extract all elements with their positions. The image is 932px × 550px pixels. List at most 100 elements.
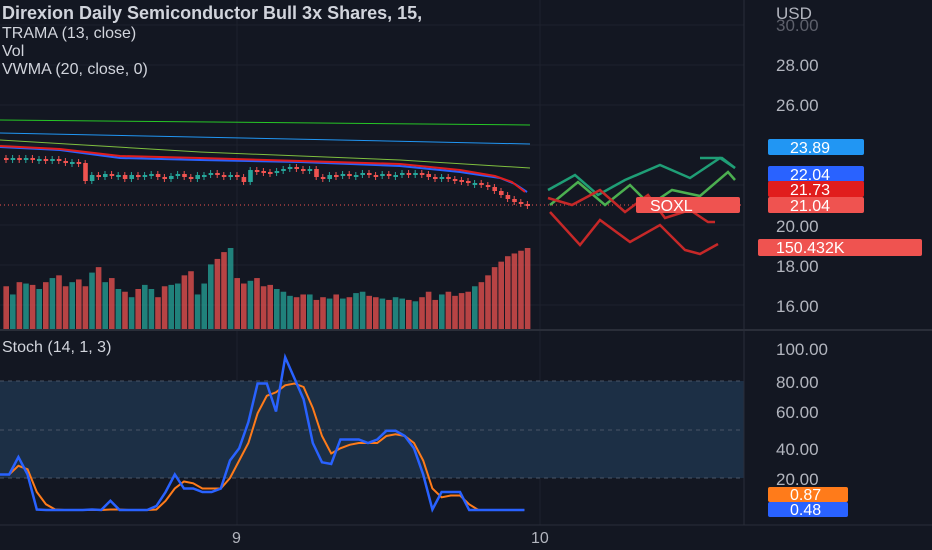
candle-body [37, 159, 42, 161]
time-axis[interactable]: 9 10 [232, 530, 549, 547]
volume-bar [313, 299, 320, 330]
candle-body [268, 172, 273, 174]
stoch-title: Stoch (14, 1, 3) [2, 339, 111, 356]
badge-ma-blue: 23.89 [790, 140, 830, 157]
candle-body [50, 159, 55, 161]
candle-body [340, 174, 346, 176]
candle-body [274, 171, 280, 173]
volume-bar [524, 248, 531, 330]
candle-body [294, 167, 299, 169]
stoch-tick: 20.00 [776, 470, 819, 489]
badge-stoch-k: 0.48 [790, 502, 821, 519]
volume-bar [458, 293, 465, 330]
volume-bar [353, 293, 359, 330]
volume-bar [445, 291, 452, 330]
candle-body [479, 183, 484, 185]
projection-teal-path [547, 156, 736, 197]
volume-bar [227, 248, 234, 330]
candle-body [208, 173, 214, 175]
candle-body [459, 180, 464, 182]
candle-body [367, 173, 372, 175]
volume-bar [89, 272, 95, 330]
volume-bar [260, 286, 267, 330]
volume-bar [287, 295, 293, 330]
candle-body [307, 169, 313, 171]
volume-bar [247, 280, 254, 330]
candle-body [505, 195, 511, 199]
volume-bar [135, 289, 141, 330]
stoch-badges: 0.87 0.48 [768, 487, 848, 519]
candle-body [195, 175, 200, 179]
indicator-trama: TRAMA (13, close) [2, 25, 136, 42]
candle-body [70, 162, 75, 164]
volume-bar [511, 253, 518, 330]
projection-red-lower [549, 211, 719, 256]
volume-bar [320, 297, 326, 330]
volume-bar [181, 275, 188, 330]
volume-bar [49, 278, 56, 330]
badge-bg [768, 197, 864, 213]
badge-bg [758, 239, 922, 256]
candle-body [512, 199, 517, 202]
candle-body [116, 175, 121, 177]
candle-body [76, 162, 82, 164]
price-axis[interactable]: USD 30.00 28.00 26.00 20.00 18.00 16.00 [776, 4, 819, 316]
candlestick-series [4, 155, 530, 209]
candle-body [43, 159, 49, 161]
volume-bar [419, 297, 425, 330]
volume-bar [491, 267, 498, 330]
volume-bar [76, 279, 82, 330]
projection-drawings[interactable] [547, 156, 736, 256]
legend: Direxion Daily Semiconductor Bull 3x Sha… [2, 3, 422, 356]
indicator-vwma: VWMA (20, close, 0) [2, 61, 148, 78]
ma-green-line [0, 119, 531, 126]
currency-label: USD [776, 4, 812, 23]
candle-body [155, 174, 161, 177]
moving-averages [0, 119, 531, 169]
volume-bar [69, 282, 75, 330]
candle-body [301, 169, 306, 171]
candle-body [83, 163, 88, 181]
volume-bar [168, 284, 174, 330]
volume-bar [439, 294, 445, 330]
volume-bar [267, 284, 273, 330]
volume-bar [241, 283, 247, 330]
volume-bar [56, 275, 62, 330]
volume-bar [221, 252, 227, 330]
volume-bar [452, 295, 458, 330]
candle-body [261, 171, 266, 173]
stoch-band-lines [0, 380, 744, 479]
volume-bar [115, 289, 122, 330]
candle-body [518, 202, 524, 204]
stoch-axis[interactable]: 100.00 80.00 60.00 40.00 20.00 [776, 340, 828, 489]
volume-bar [254, 278, 260, 330]
candle-body [202, 175, 207, 177]
volume-bar [359, 291, 366, 330]
candle-body [386, 174, 392, 176]
candle-body [30, 158, 35, 160]
candle-body [360, 173, 365, 175]
candle-body [472, 183, 478, 185]
candle-body [499, 191, 504, 195]
candle-body [320, 177, 326, 179]
stoch-tick: 60.00 [776, 403, 819, 422]
badge-stoch-d: 0.87 [790, 487, 821, 504]
candle-body [215, 173, 220, 175]
candle-body [142, 175, 148, 177]
stoch-k-line [0, 352, 525, 513]
stoch-tick: 40.00 [776, 440, 819, 459]
volume-bar [102, 282, 108, 330]
volume-bar [95, 267, 102, 330]
candle-body [452, 179, 458, 181]
volume-bar [214, 258, 221, 330]
volume-bar [155, 297, 161, 330]
candle-body [327, 175, 332, 179]
volume-bar [373, 297, 379, 330]
candle-body [347, 174, 352, 176]
candle-body [63, 161, 68, 163]
volume-bar [485, 275, 491, 330]
candle-body [136, 175, 141, 177]
candle-body [122, 175, 128, 179]
volume-bar [425, 291, 432, 330]
